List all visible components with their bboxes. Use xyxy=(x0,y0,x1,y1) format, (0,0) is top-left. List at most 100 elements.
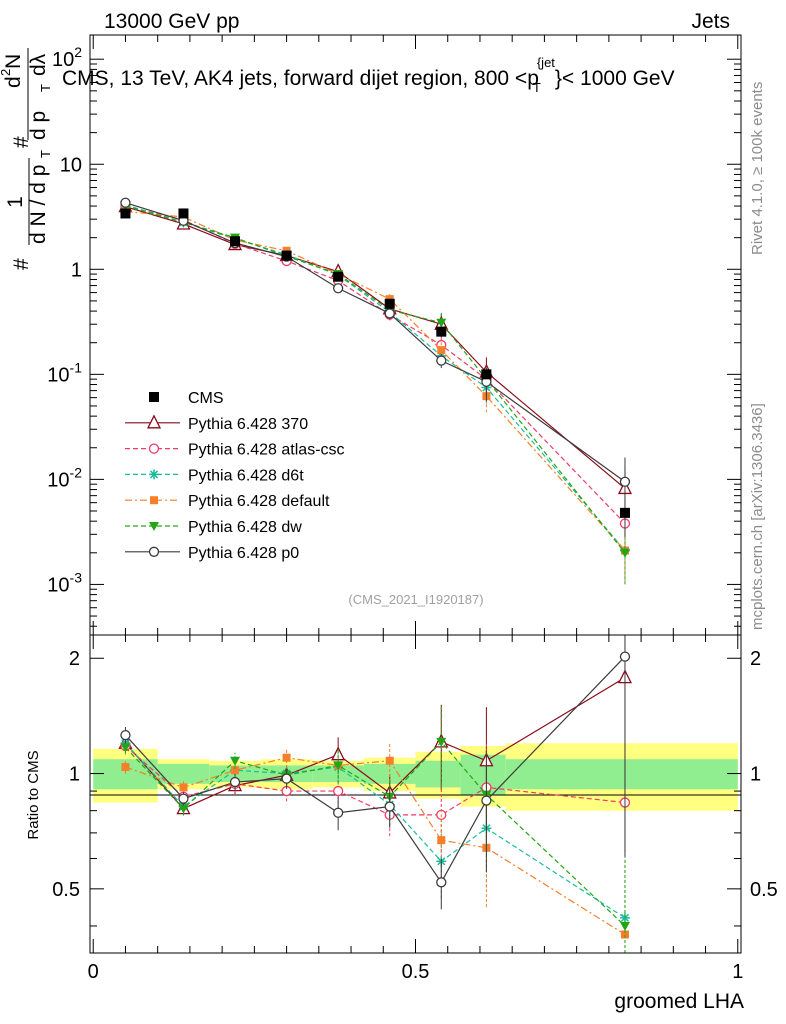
y-tick-label: 10-1 xyxy=(47,359,82,386)
series-marker xyxy=(437,346,446,355)
ylabel-N: N xyxy=(2,54,25,69)
ratio-marker xyxy=(481,795,492,806)
series-marker xyxy=(436,318,447,328)
ylabel-hash1: # xyxy=(10,258,33,270)
cms-data-point xyxy=(481,369,492,380)
legend-marker xyxy=(146,414,162,429)
y-axis-title: # 1 d N / d p T # d 2 N d p T dλ xyxy=(0,48,53,270)
svg-text:CMS, 13 TeV, AK4 jets, forward: CMS, 13 TeV, AK4 jets, forward dijet reg… xyxy=(62,55,675,95)
cms-data-point xyxy=(120,208,131,219)
y-tick-label: 10 xyxy=(60,154,82,176)
cms-data-point xyxy=(619,507,630,518)
y-tick-label: 10-2 xyxy=(47,464,82,491)
y-tick-label: 10-3 xyxy=(47,569,82,596)
legend-label: Pythia 6.428 370 xyxy=(188,416,308,433)
ratio-y-axis-title: Ratio to CMS xyxy=(25,750,42,839)
x-tick-label: 0 xyxy=(88,961,99,983)
ylabel-den1: d N / d p xyxy=(27,165,50,244)
legend-marker xyxy=(148,443,160,454)
x-axis-title: groomed LHA xyxy=(614,990,744,1013)
x-tick-label: 0.5 xyxy=(402,961,430,983)
ratio-marker xyxy=(333,807,344,818)
ylabel-d2: d xyxy=(2,76,25,88)
cms-data-point xyxy=(384,298,395,309)
title-sub-T: T xyxy=(533,80,541,95)
ratio-marker xyxy=(620,930,629,939)
ylabel-dlambda: dλ xyxy=(27,53,50,76)
ratio-tick-label-right: 1 xyxy=(750,764,761,786)
series-line xyxy=(125,205,626,554)
legend-label-cms: CMS xyxy=(188,390,224,407)
main-panel: 10-3 10-2 10-1 1 10 102 xyxy=(47,34,742,636)
x-tick-label: 1 xyxy=(732,961,743,983)
y-tick-label: 1 xyxy=(71,259,82,281)
ratio-tick-label-left: 2 xyxy=(69,648,80,670)
ratio-series-5 xyxy=(120,635,631,910)
ylabel-den2: d p xyxy=(27,111,50,140)
ratio-marker xyxy=(178,804,189,814)
ratio-marker xyxy=(333,761,344,771)
ratio-marker xyxy=(619,921,630,931)
cms-data-points xyxy=(120,208,630,518)
ratio-marker xyxy=(179,783,188,792)
legend: CMS Pythia 6.428 370 Pythia 6.428 atlas-cs… xyxy=(125,390,345,562)
series-marker xyxy=(333,283,344,294)
series-line xyxy=(125,202,626,483)
ratio-marker xyxy=(384,801,395,812)
ratio-marker xyxy=(231,766,240,775)
ratio-tick-label-left: 1 xyxy=(69,764,80,786)
ratio-series xyxy=(118,635,633,953)
rivet-version-label: Rivet 4.1.0, ≥ 100k events xyxy=(749,82,766,255)
title-sup-jet: {jet xyxy=(537,55,555,70)
series-0 xyxy=(118,198,633,537)
main-x-ticks xyxy=(92,35,739,635)
legend-marker xyxy=(149,469,159,480)
plot-title: CMS, 13 TeV, AK4 jets, forward dijet reg… xyxy=(62,55,675,95)
ratio-marker xyxy=(281,773,292,784)
series-line xyxy=(125,210,626,551)
ratio-marker xyxy=(436,737,447,747)
ylabel-den2-sub: T xyxy=(38,84,53,92)
ratio-panel: 0.5 0.51 12 2 0 0.5 1 Ratio to CMS xyxy=(25,634,778,983)
legend-marker xyxy=(149,522,159,531)
ratio-marker xyxy=(121,763,130,772)
legend-label: Pythia 6.428 p0 xyxy=(188,545,299,562)
cms-data-point xyxy=(436,326,447,337)
ratio-band-inner xyxy=(363,763,416,784)
x-axis: 0 0.5 1 xyxy=(88,635,743,983)
main-y-axis: 10-3 10-2 10-1 1 10 102 xyxy=(47,44,741,627)
ratio-marker xyxy=(229,776,241,788)
ratio-band-inner xyxy=(157,763,210,784)
ratio-marker xyxy=(282,753,291,762)
series-marker xyxy=(619,476,631,487)
ylabel-d2-exp: 2 xyxy=(0,69,13,76)
header-category-label: Jets xyxy=(691,10,730,33)
cms-data-point xyxy=(230,236,241,247)
cms-data-point xyxy=(178,208,189,219)
legend-label: Pythia 6.428 d6t xyxy=(188,467,304,484)
ratio-tick-label-left: 0.5 xyxy=(52,879,80,901)
ratio-marker xyxy=(436,877,447,888)
ratio-marker xyxy=(120,743,131,753)
cms-data-point xyxy=(333,271,344,282)
ratio-band-inner xyxy=(505,759,738,790)
ylabel-one: 1 xyxy=(4,196,27,208)
mcplots-credit-label: mcplots.cern.ch [arXiv:1306.3436] xyxy=(749,403,766,630)
y-tick-label: 102 xyxy=(52,44,82,71)
title-main: CMS, 13 TeV, AK4 jets, forward dijet reg… xyxy=(62,67,527,90)
legend-marker xyxy=(150,496,158,505)
series-marker xyxy=(436,355,447,366)
ratio-marker xyxy=(619,651,631,662)
ratio-tick-label-right: 0.5 xyxy=(750,879,778,901)
legend-marker-cms xyxy=(149,392,159,402)
header-beam-label: 13000 GeV pp xyxy=(104,10,239,33)
series-marker xyxy=(120,197,131,208)
analysis-id-label: (CMS_2021_I1920187) xyxy=(348,592,483,607)
legend-label: Pythia 6.428 default xyxy=(188,493,330,510)
ratio-series-4 xyxy=(120,704,630,953)
ratio-band-inner xyxy=(415,760,461,788)
ratio-marker xyxy=(385,756,394,765)
legend-label: Pythia 6.428 atlas-csc xyxy=(188,442,345,459)
ratio-marker xyxy=(333,785,344,797)
